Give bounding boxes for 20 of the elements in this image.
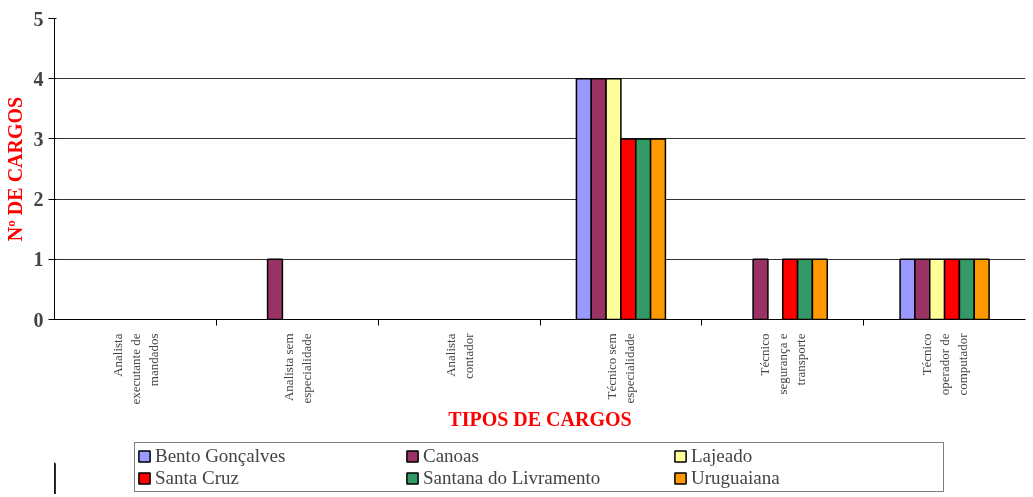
y-tick-label: 3 bbox=[33, 127, 44, 150]
x-tick-label: Analista executante de mandados bbox=[109, 333, 161, 405]
y-axis-title: Nº DE CARGOS bbox=[3, 96, 26, 242]
x-axis-title: TIPOS DE CARGOS bbox=[448, 407, 632, 430]
x-tick-label: Analista contador bbox=[442, 332, 476, 379]
y-tick-label: 1 bbox=[33, 248, 44, 271]
x-tick-label: Técnico operador de computador bbox=[919, 332, 971, 396]
legend-label: Uruguaiana bbox=[691, 467, 781, 489]
legend-label: Santana do Livramento bbox=[423, 467, 602, 489]
y-tick-label: 4 bbox=[33, 67, 44, 90]
x-tick-label: Analista sem especialidade bbox=[280, 333, 314, 404]
y-tick-label: 2 bbox=[33, 188, 44, 211]
legend-label: Bento Gonçalves bbox=[155, 445, 287, 467]
y-tick-label: 0 bbox=[33, 308, 44, 331]
x-tick-label: Técnico sem especialidade bbox=[604, 333, 638, 404]
x-tick-label: Técnico segurança e transporte bbox=[757, 333, 809, 395]
y-tick-label: 5 bbox=[33, 7, 44, 30]
legend-label: Canoas bbox=[423, 445, 480, 467]
legend-label: Lajeado bbox=[691, 445, 754, 467]
legend-label: Santa Cruz bbox=[155, 467, 240, 489]
